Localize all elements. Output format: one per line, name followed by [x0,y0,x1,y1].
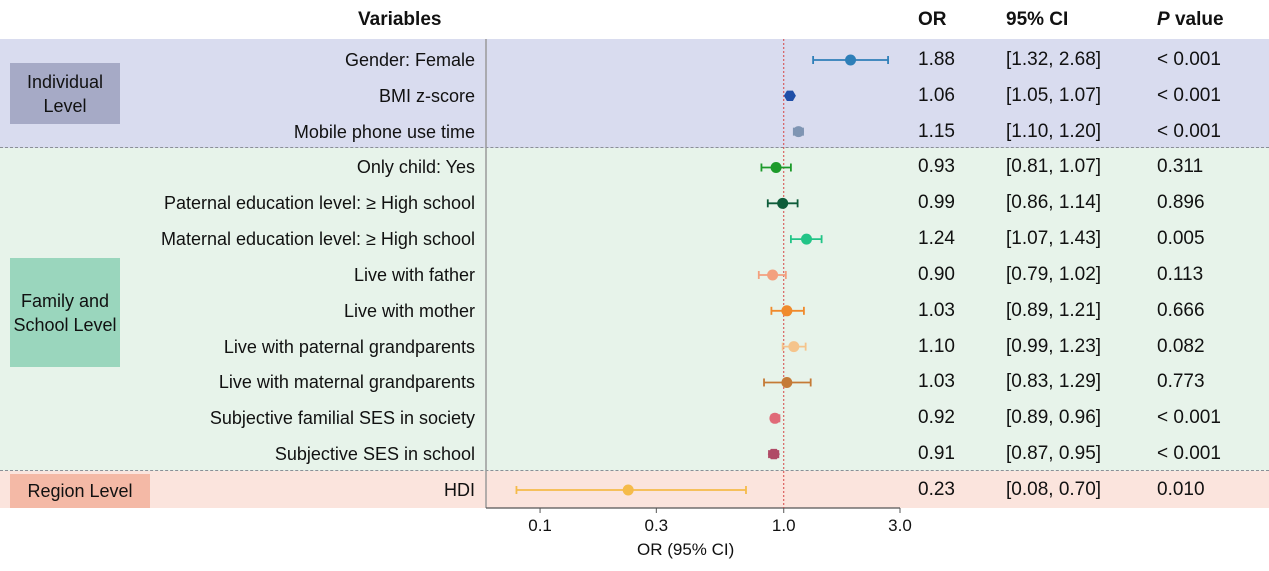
row-p-value: 0.311 [1157,156,1204,178]
row-p-value: 0.113 [1157,263,1204,285]
row-variable-label: Live with mother [343,300,475,321]
row-p-value: < 0.001 [1157,407,1221,429]
point-estimate [770,161,782,173]
point-estimate [767,448,780,460]
row-variable-label: Live with paternal grandparents [223,336,475,357]
row-variable-label: Mobile phone use time [293,121,475,142]
row-ci-value: [0.81, 1.07] [1006,156,1102,178]
header-p-italic: P [1157,9,1170,30]
x-tick-label: 1.0 [772,516,796,535]
row-p-value: 0.005 [1157,228,1205,250]
band-family-school [0,148,1269,471]
row-or-value: 0.99 [918,192,955,214]
row-ci-value: [0.87, 0.95] [1006,443,1102,465]
row-ci-value: [1.32, 2.68] [1006,49,1102,70]
row-variable-label: Only child: Yes [356,157,475,178]
group-label-region: Region Level [10,474,150,508]
row-variable-label: Live with maternal grandparents [218,372,475,393]
row-p-value: < 0.001 [1157,443,1221,465]
row-variable-label: Subjective SES in school [274,444,475,465]
row-variable-label: Subjective familial SES in society [209,408,475,429]
x-tick-label: 0.3 [645,516,669,535]
row-or-value: 1.24 [918,228,955,250]
row-or-value: 1.06 [918,84,955,106]
row-p-value: < 0.001 [1157,84,1221,106]
x-tick-label: 0.1 [528,516,552,535]
row-variable-label: Live with father [353,264,475,285]
forest-marks [515,54,889,496]
header-variables: Variables [358,9,442,30]
point-estimate [801,233,813,245]
x-tick-label: 3.0 [888,516,912,535]
row-or-value: 1.03 [918,371,955,393]
point-estimate [767,269,779,281]
row-ci-value: [0.86, 1.14] [1006,192,1102,214]
header-p-value: P value [1157,9,1224,31]
row-or-value: 0.91 [918,443,955,465]
row-variable-label: Maternal education level: ≥ High school [160,229,475,250]
row-or-value: 0.93 [918,156,955,178]
point-estimate [793,126,805,138]
row-or-value: 1.10 [918,335,955,357]
row-variable-label: HDI [444,480,475,500]
row-ci-value: [0.83, 1.29] [1006,371,1102,393]
point-estimate [777,197,789,209]
x-axis-label: OR (95% CI) [637,540,735,559]
row-p-value: 0.666 [1157,299,1205,321]
row-variable-label: BMI z-score [378,85,475,106]
row-or-value: 0.23 [918,479,955,500]
row-p-value: 0.896 [1157,192,1205,214]
point-estimate [783,90,796,101]
group-separator [0,470,1269,471]
point-estimate [845,54,857,66]
row-ci-value: [1.07, 1.43] [1006,228,1102,250]
row-or-value: 0.90 [918,263,955,285]
row-or-value: 1.15 [918,120,955,142]
row-variable-label: Paternal education level: ≥ High school [163,193,475,214]
row-p-value: < 0.001 [1157,120,1221,142]
row-ci-value: [0.08, 0.70] [1006,479,1102,500]
row-p-value: 0.010 [1157,479,1205,500]
row-ci-value: [0.79, 1.02] [1006,263,1102,285]
point-estimate [781,376,793,388]
row-ci-value: [0.89, 0.96] [1006,407,1102,429]
row-or-value: 1.88 [918,49,955,70]
row-p-value: 0.082 [1157,335,1205,357]
group-label-family-school: Family and School Level [10,258,120,367]
point-estimate [781,305,793,317]
row-p-value: 0.773 [1157,371,1205,393]
header-p-rest: value [1169,9,1224,30]
row-p-value: < 0.001 [1157,49,1221,70]
point-estimate [769,412,781,424]
point-estimate [788,341,800,353]
group-label-individual: Individual Level [10,63,120,124]
band-individual [0,39,1269,148]
point-estimate [622,484,634,496]
row-ci-value: [0.89, 1.21] [1006,299,1102,321]
header-or: OR [918,9,947,30]
forest-axes: 0.1 0.3 1.0 3.0 [485,39,912,535]
row-or-value: 1.03 [918,299,955,321]
row-or-value: 0.92 [918,407,955,429]
group-separator [0,147,1269,148]
row-variable-label: Gender: Female [344,50,475,70]
row-ci-value: [0.99, 1.23] [1006,335,1102,357]
row-ci-value: [1.05, 1.07] [1006,84,1102,106]
header-ci: 95% CI [1006,9,1069,30]
row-ci-value: [1.10, 1.20] [1006,120,1102,142]
